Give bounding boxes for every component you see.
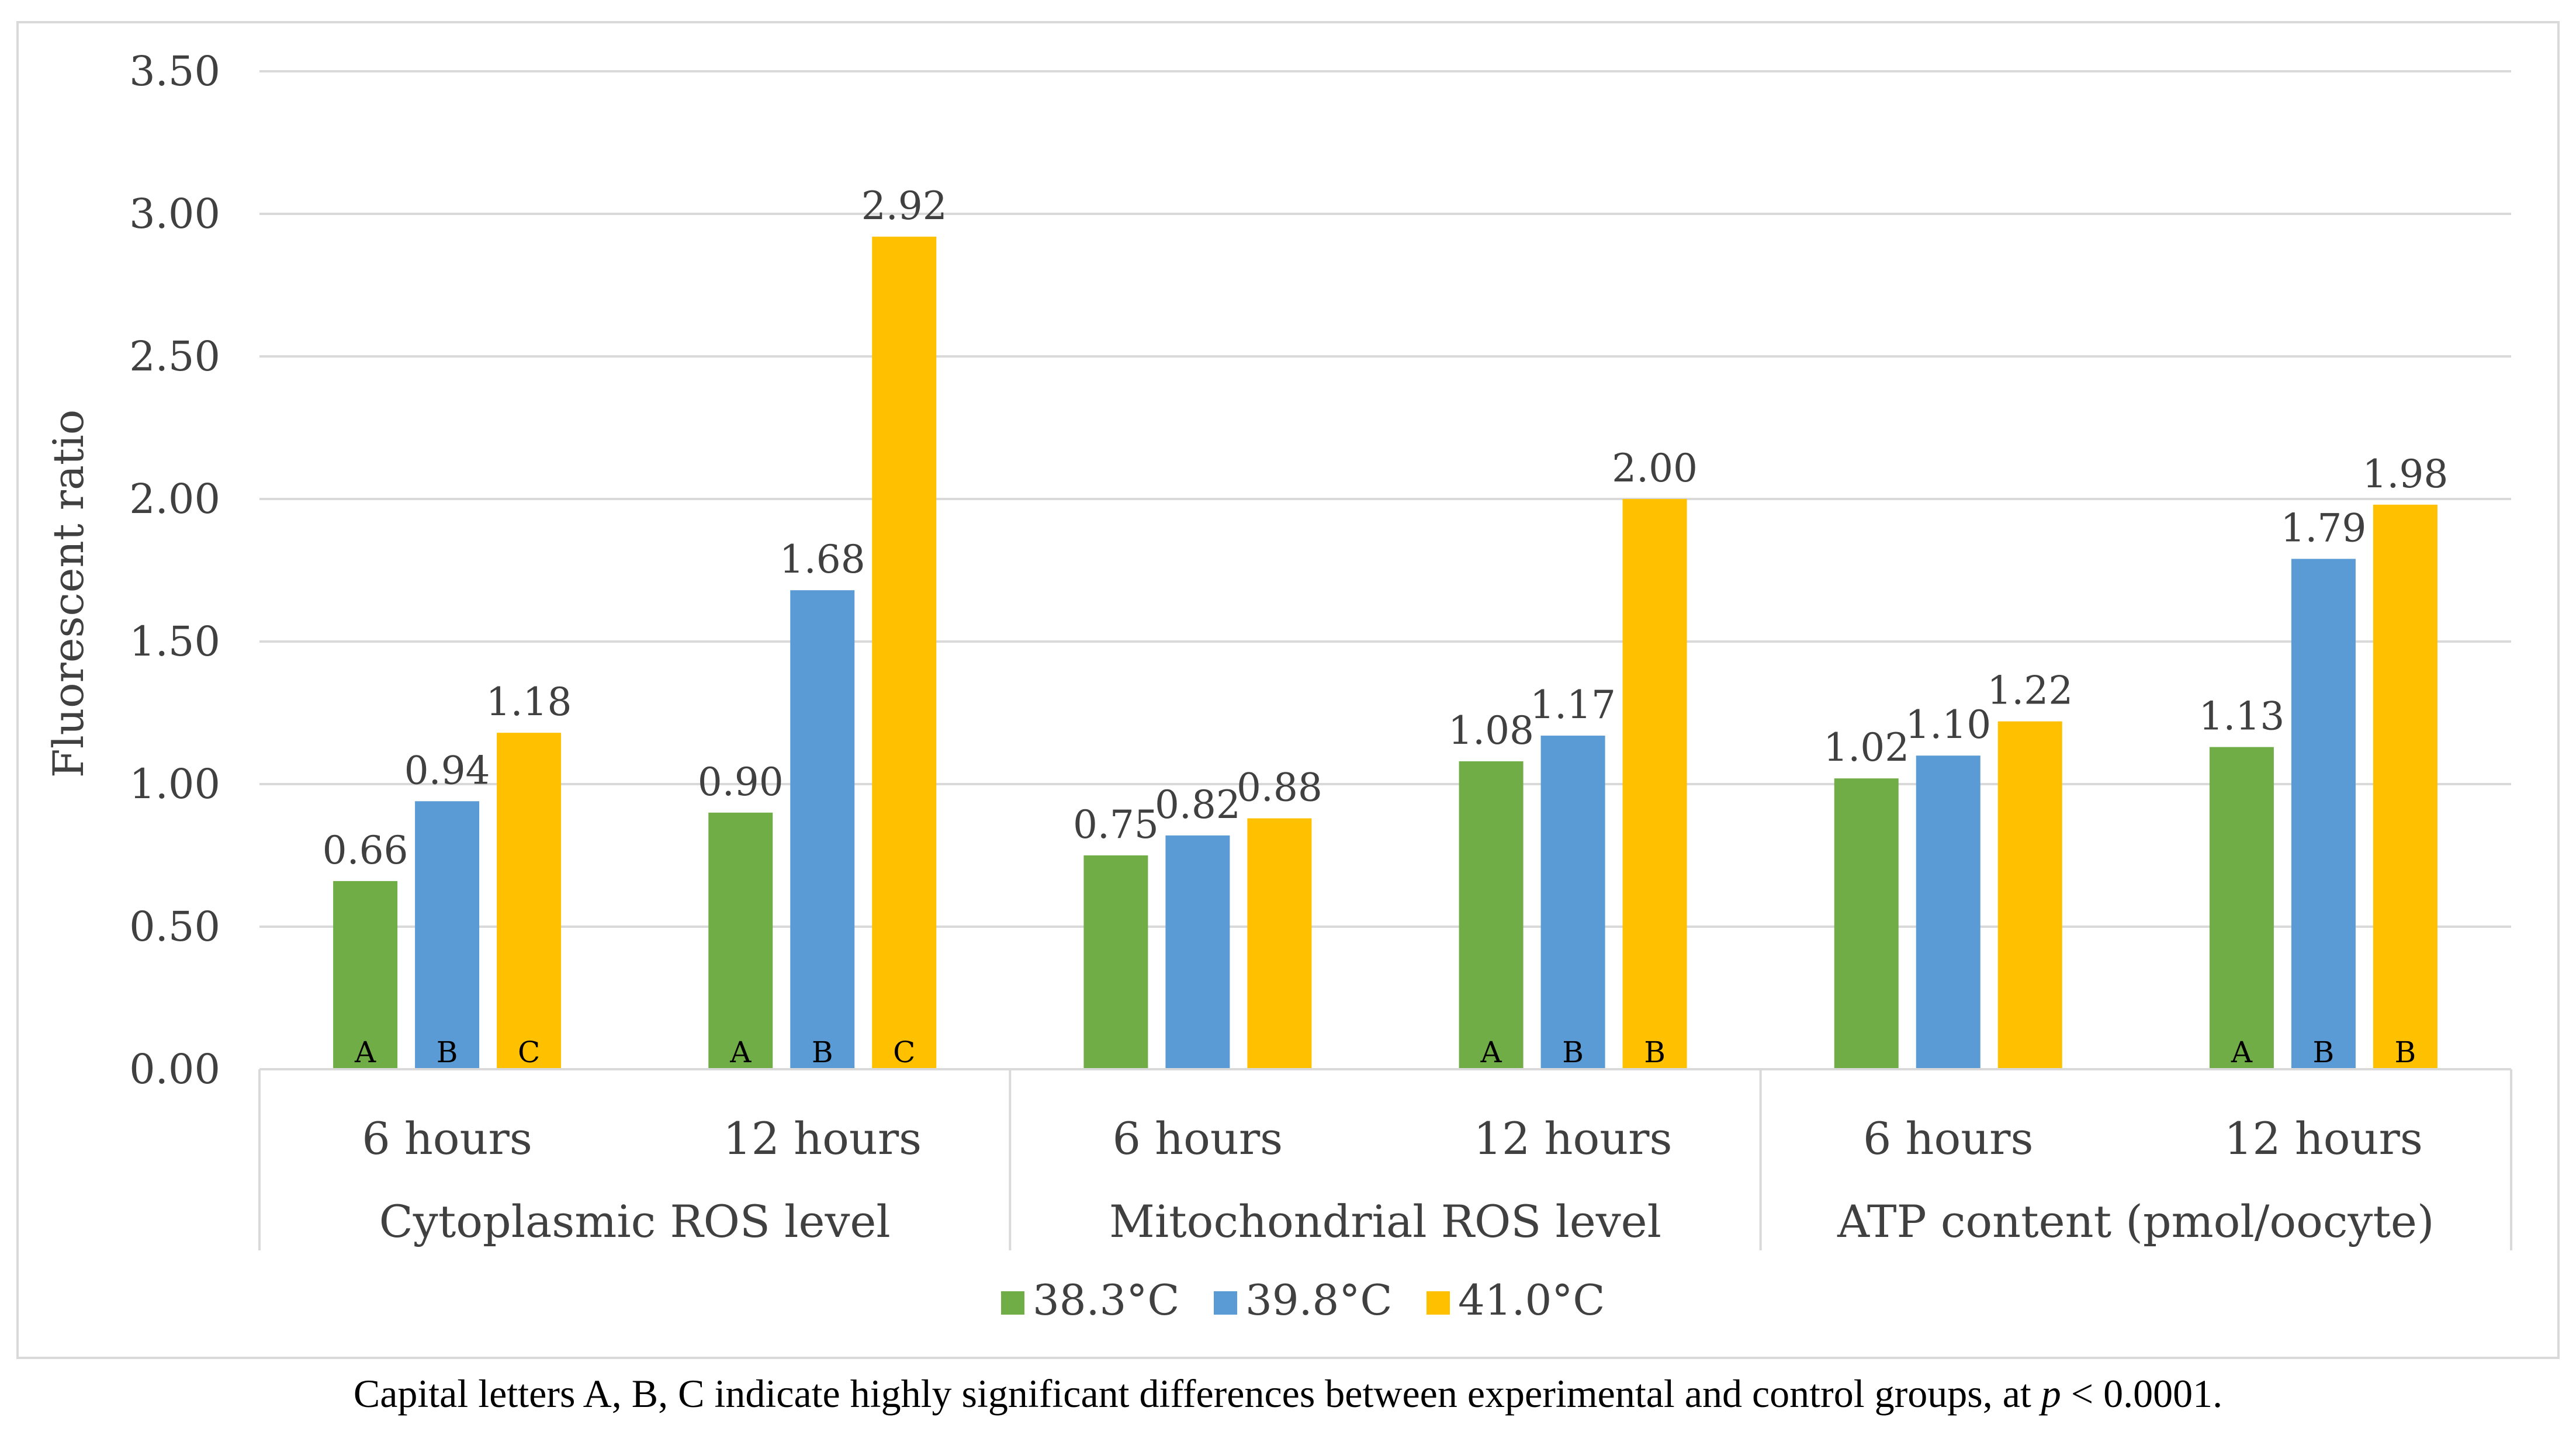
data-label: 0.94	[404, 748, 490, 793]
bar-0-0-2	[497, 733, 562, 1069]
caption-text: Capital letters A, B, C indicate highly …	[353, 1371, 2041, 1416]
bar-0-0-0	[333, 881, 398, 1069]
x-tick-label: 6 hours	[362, 1112, 532, 1164]
data-label: 0.90	[698, 760, 784, 805]
bar-0-1-2	[872, 237, 937, 1069]
legend-label: 38.3°C	[1033, 1275, 1179, 1325]
data-label: 1.79	[2280, 505, 2366, 550]
chart-frame: 0.00 0.50 1.00 1.50 2.00 2.50 3.00 3.50 Fluoresc…	[16, 21, 2560, 1359]
bar-1-0-1	[1165, 835, 1230, 1069]
significance-letter: A	[2231, 1035, 2253, 1069]
bar-0-0-1	[415, 801, 480, 1069]
data-label: 0.88	[1237, 765, 1322, 810]
significance-letter: B	[812, 1035, 833, 1069]
y-tick-label: 0.50	[129, 903, 220, 951]
significance-letter: B	[1562, 1035, 1584, 1069]
bar-0-1-0	[708, 812, 773, 1069]
data-label: 1.10	[1905, 702, 1991, 747]
bar-2-1-2	[2373, 504, 2437, 1069]
data-label: 1.22	[1987, 668, 2073, 713]
significance-letter: B	[437, 1035, 458, 1069]
figure-caption: Capital letters A, B, C indicate highly …	[0, 1361, 2576, 1426]
y-tick-label: 0.00	[129, 1045, 220, 1093]
bar-1-1-2	[1622, 499, 1687, 1069]
bar-2-1-0	[2209, 747, 2274, 1069]
legend-swatch	[1427, 1291, 1450, 1315]
significance-letter: C	[518, 1035, 540, 1069]
y-tick-label: 2.00	[129, 475, 220, 523]
data-label: 1.68	[780, 537, 865, 582]
x-group-label: ATP content (pmol/oocyte)	[1837, 1195, 2434, 1247]
bar-2-0-0	[1834, 778, 1899, 1069]
data-label: 2.00	[1612, 446, 1698, 491]
x-tick-label: 12 hours	[723, 1112, 922, 1164]
y-tick-label: 2.50	[129, 332, 220, 380]
data-label: 1.13	[2198, 694, 2284, 739]
y-axis-label: Fluorescent ratio	[44, 410, 93, 778]
y-tick-label: 3.50	[129, 47, 220, 95]
y-tick-label: 3.00	[129, 190, 220, 238]
data-label: 0.75	[1073, 802, 1159, 847]
significance-letter: B	[2395, 1035, 2416, 1069]
significance-letter: A	[1480, 1035, 1502, 1069]
chart-svg: 0.00 0.50 1.00 1.50 2.00 2.50 3.00 3.50 Fluoresc…	[44, 47, 2512, 1325]
x-tick-label: 6 hours	[1113, 1112, 1283, 1164]
caption-p-italic: p	[2041, 1371, 2061, 1416]
bar-1-0-2	[1247, 818, 1312, 1069]
x-group-label: Cytoplasmic ROS level	[379, 1195, 891, 1247]
significance-letter: B	[2313, 1035, 2335, 1069]
data-label: 1.02	[1823, 725, 1909, 770]
legend-label: 41.0°C	[1458, 1275, 1605, 1325]
y-tick-label: 1.50	[129, 618, 220, 665]
significance-letter: C	[893, 1035, 915, 1069]
data-label: 1.17	[1530, 682, 1616, 727]
bar-1-0-0	[1083, 855, 1148, 1069]
significance-letter: B	[1644, 1035, 1666, 1069]
bar-2-0-1	[1916, 755, 1981, 1069]
x-tick-label: 12 hours	[2224, 1112, 2423, 1164]
legend-swatch	[1001, 1291, 1024, 1315]
legend-swatch	[1214, 1291, 1237, 1315]
data-label: 1.08	[1448, 708, 1534, 753]
x-tick-label: 12 hours	[1474, 1112, 1673, 1164]
data-label: 1.98	[2362, 452, 2448, 497]
data-label: 2.92	[861, 183, 947, 228]
data-label: 0.82	[1155, 782, 1241, 827]
y-tick-label: 1.00	[129, 760, 220, 808]
data-label: 1.18	[486, 680, 572, 725]
bar-2-0-2	[1997, 721, 2062, 1069]
significance-letter: A	[729, 1035, 752, 1069]
bar-1-1-0	[1459, 761, 1524, 1069]
x-group-label: Mitochondrial ROS level	[1109, 1195, 1661, 1247]
caption-threshold: < 0.0001.	[2061, 1371, 2223, 1416]
x-tick-label: 6 hours	[1863, 1112, 2034, 1164]
legend-label: 39.8°C	[1245, 1275, 1392, 1325]
significance-letter: A	[354, 1035, 376, 1069]
bar-2-1-1	[2291, 559, 2356, 1069]
data-label: 0.66	[323, 828, 408, 873]
bar-1-1-1	[1540, 736, 1605, 1069]
bar-0-1-1	[790, 590, 855, 1069]
